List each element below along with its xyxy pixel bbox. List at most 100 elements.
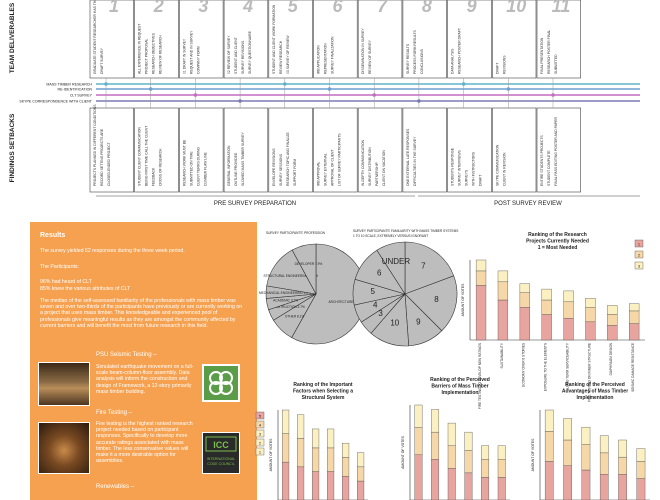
pie-slice bbox=[353, 293, 406, 323]
pie-slice bbox=[291, 243, 317, 295]
bar-legend-swatch bbox=[634, 239, 644, 248]
row-label-band bbox=[0, 0, 22, 192]
column-setback-text: FEEDBACK bbox=[152, 167, 156, 186]
column-bottom-box bbox=[134, 107, 179, 193]
bar-segment bbox=[585, 307, 596, 323]
bar-segment bbox=[585, 297, 596, 308]
timeline-line-label: CLT SURVEY bbox=[70, 94, 93, 98]
column-number: 1 bbox=[109, 0, 119, 16]
column-deliverable-text: SUBMITTED bbox=[554, 54, 558, 74]
bar-segment bbox=[585, 321, 596, 341]
bar-segment bbox=[541, 299, 552, 315]
bar-segment bbox=[544, 431, 554, 462]
bar-category-label: SUSTAINABILITY bbox=[500, 342, 504, 368]
column-deliverable-text: STUDENT AND CLIENT WORK FORMATION bbox=[272, 4, 276, 74]
project-timeline: TEAM DELIVERABLES FINDINGS SETBACKS MASS T… bbox=[0, 0, 640, 207]
results-text-4: 85% knew the various attributes of CLT bbox=[40, 286, 131, 292]
bar-segment bbox=[431, 431, 440, 460]
column-deliverable-text: REVIEW OF RESEARCH bbox=[159, 35, 163, 74]
bar-segment bbox=[297, 466, 305, 500]
timeline-node bbox=[327, 87, 332, 91]
column-setback-text: SLOWED MASS TIMBER SURVEY bbox=[241, 132, 245, 186]
pie-slice-label: 4 bbox=[373, 300, 378, 309]
bar-segment bbox=[327, 447, 335, 472]
fire-title: Fire Testing – bbox=[96, 410, 132, 416]
column-deliverable-text: CONCLUSIONS bbox=[420, 48, 424, 74]
pie-slice bbox=[404, 293, 443, 347]
column-setback-text: APPROVAL OF CLIENT bbox=[331, 149, 335, 186]
column-deliverable-text: REPRESENTATION bbox=[324, 43, 328, 74]
bar-category-label: FIRE TESTING TO DEVELOP NEW RATINGS bbox=[478, 343, 482, 409]
column-setback-text: ENTIRE STUDENTS PROJECTS bbox=[540, 135, 544, 186]
column-deliverable-text: PROCESS FORM RESULTS bbox=[413, 29, 417, 74]
column-setback-text: OUTLINE PROVIDED bbox=[234, 152, 238, 186]
pie-slice bbox=[291, 243, 367, 345]
bar-segment bbox=[636, 478, 646, 500]
pie-slice-label: 9 bbox=[416, 317, 421, 326]
pie-slice bbox=[265, 293, 317, 311]
results-text-5: The median of the self-assessed familiar… bbox=[40, 298, 243, 329]
icc-logo-mark: ICC INTERNATIONAL CODE COUNCIL bbox=[205, 436, 237, 466]
column-deliverable-text: REVIEW OF SURVEY bbox=[368, 39, 372, 74]
pie-slice-label: DEVELOPER 7.9% bbox=[295, 262, 323, 266]
bar-segment bbox=[327, 471, 335, 500]
bar-segment bbox=[563, 418, 572, 441]
column-setback-text: DIFFICULTIES IN THE SURVEY bbox=[413, 136, 417, 186]
column-setback-text: SURVEYS bbox=[465, 169, 469, 186]
results-text-3: 96% had heard of CLT bbox=[40, 279, 92, 285]
column-setback-text: STUDENTS RESPONSE bbox=[451, 147, 455, 186]
bar-segment bbox=[431, 409, 440, 433]
column-setback-text: STUDENT CLIENT COMMUNICATION bbox=[138, 126, 142, 186]
column-setback-text: PROJECTS PLANNED IN DIFFERENT CONDITIONS bbox=[93, 104, 97, 186]
bar-segment bbox=[563, 439, 572, 466]
column-number: 2 bbox=[153, 0, 164, 16]
bar-segment bbox=[464, 431, 473, 451]
bar-segment bbox=[618, 439, 627, 458]
column-setback-text: CLIENT IN REVISION bbox=[502, 152, 506, 186]
bar-segment bbox=[342, 476, 350, 500]
bar-category-label: LONG TERM SERVICEABILITY bbox=[565, 342, 569, 388]
bar-segment bbox=[497, 281, 509, 301]
column-setback-text: LIST OF SURVEY PARTICIPANTS bbox=[338, 133, 342, 186]
column-setback-text: RESEARCH TOPIC AND FINALIZE bbox=[286, 132, 290, 186]
bar-legend-swatch bbox=[255, 420, 265, 429]
column-deliverable-text: SURVEY QUESTIONNAIRE bbox=[248, 30, 252, 74]
column-top-box bbox=[268, 0, 313, 79]
column-setback-text: RESEARCH WORK MUST BE bbox=[182, 139, 186, 186]
pie-slice-label: 6 bbox=[377, 269, 382, 278]
pie-slice-label: STRUCTURAL ENGINEERING 14.5% bbox=[264, 274, 319, 278]
bar-legend-label: 2 bbox=[638, 253, 641, 258]
column-setback-text: IN-DEPTH COMMUNICATION bbox=[361, 139, 365, 186]
bar-segment bbox=[342, 457, 350, 477]
column-setback-text: GENERAL INFORMATION bbox=[227, 145, 231, 186]
column-deliverable-text: DATA ANALYSIS bbox=[451, 48, 455, 74]
bar-chart-title: Ranking of the Research bbox=[528, 232, 587, 238]
bar-chart-title: Ranking of the Perceived bbox=[565, 382, 625, 388]
column-deliverable-text: SURVEY RESULTS bbox=[406, 43, 410, 74]
bar-segment bbox=[312, 471, 320, 500]
bar-segment bbox=[447, 422, 456, 446]
pie-title: SURVEY PARTICIPANTS' FAMILIARITY WITH MA… bbox=[353, 229, 458, 233]
column-setback-text: PARTNERSHIP bbox=[375, 161, 379, 186]
column-deliverable-text: FINAL PRESENTATION bbox=[540, 37, 544, 74]
pie-slice-label: ACADEMIC 3.7% bbox=[273, 298, 298, 302]
column-number: 6 bbox=[332, 0, 343, 16]
bar-y-label: AMOUNT OF VOTES bbox=[269, 438, 273, 471]
timeline-node bbox=[148, 87, 153, 91]
bar-segment bbox=[563, 290, 574, 303]
pie-slice-label: 3 bbox=[378, 309, 383, 318]
bar-category-label: SEISMIC DAMAGE RESISTANCE bbox=[631, 343, 635, 392]
column-top-box bbox=[89, 0, 135, 79]
seismic-test-photo bbox=[38, 362, 90, 406]
column-setback-text: ONE EXTERNAL LATE RESPONSES bbox=[406, 128, 410, 186]
column-setback-text: ENVELOPE REVISIONS bbox=[272, 148, 276, 186]
bar-segment bbox=[497, 445, 506, 460]
column-deliverable-text: 03 SURVEY OF REVIEW bbox=[286, 35, 290, 74]
bar-segment bbox=[481, 459, 490, 478]
column-setback-text: STUDENT COMPLETE bbox=[547, 150, 551, 186]
pie-slice bbox=[352, 278, 406, 306]
column-deliverable-text: DRAFT bbox=[495, 63, 499, 74]
bar-segment bbox=[475, 285, 487, 341]
